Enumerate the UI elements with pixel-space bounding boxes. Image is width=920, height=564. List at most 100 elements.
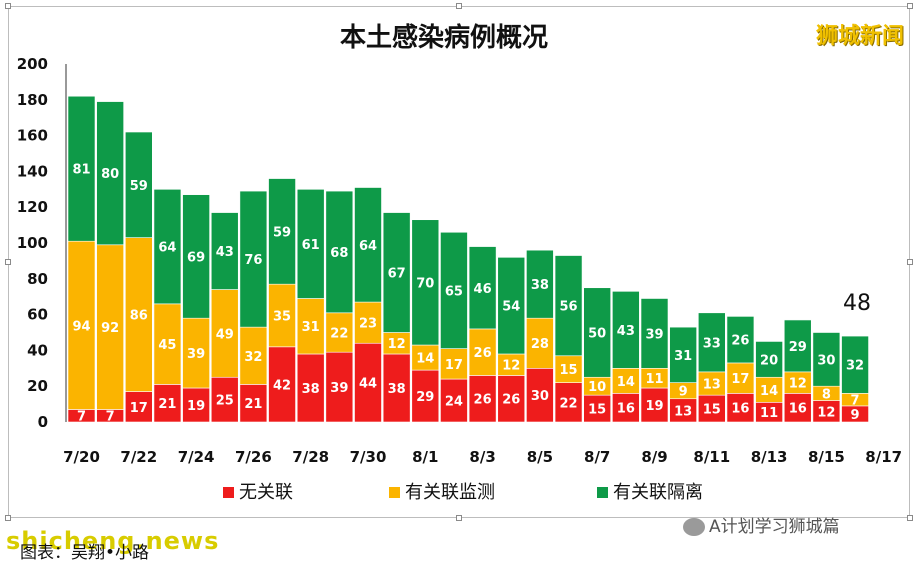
bar-value-label: 7 (851, 394, 860, 409)
resize-handle-top[interactable] (456, 3, 462, 9)
bar-value-label: 33 (703, 336, 721, 351)
bar-segment (783, 319, 812, 373)
bar-value-label: 26 (474, 346, 492, 361)
bar-segment (268, 283, 296, 348)
bar-value-label: 38 (388, 382, 406, 397)
resize-handle-left[interactable] (5, 259, 11, 265)
resize-handle-right[interactable] (907, 259, 913, 265)
bar-value-label: 65 (445, 284, 463, 299)
bar-segment (612, 393, 640, 423)
bar-segment (497, 257, 526, 355)
bar-segment (783, 393, 812, 423)
bar-value-label: 43 (216, 245, 234, 260)
resize-handle-bottom-right[interactable] (907, 515, 913, 521)
bar-segment (726, 316, 755, 364)
bar-segment (210, 289, 239, 378)
resize-handle-bottom-left[interactable] (5, 515, 11, 521)
bar-value-label: 12 (388, 337, 406, 352)
bar-value-label: 22 (330, 327, 348, 342)
bar-segment (125, 237, 153, 392)
bar-value-label: 64 (359, 239, 377, 254)
bar-value-label: 12 (502, 359, 520, 374)
bar-value-label: 69 (187, 250, 205, 265)
bar-value-label: 12 (817, 405, 835, 420)
bar-value-label: 21 (244, 397, 262, 412)
bar-segment (96, 244, 124, 410)
x-tick-label: 8/3 (469, 448, 495, 466)
bar-value-label: 26 (731, 334, 749, 349)
x-tick-label: 8/1 (412, 448, 438, 466)
caption: 图表：吴翔•小路 (20, 543, 150, 563)
bar-value-label: 15 (588, 403, 606, 418)
bar-segment (325, 190, 354, 314)
bar-value-label: 59 (130, 179, 148, 194)
bar-segment (669, 326, 697, 383)
bar-value-label: 29 (416, 390, 434, 405)
bar-segment (239, 190, 268, 328)
bar-value-label: 64 (158, 241, 176, 256)
y-tick-label: 120 (17, 198, 48, 216)
y-tick-label: 40 (27, 341, 48, 359)
bar-value-label: 16 (617, 402, 635, 417)
bar-value-label: 16 (731, 402, 749, 417)
bar-segment (411, 219, 440, 346)
bar-segment (612, 291, 640, 369)
resize-handle-bottom[interactable] (456, 515, 462, 521)
bar-value-label: 67 (388, 267, 406, 282)
bar-value-label: 86 (130, 309, 148, 324)
bar-value-label: 94 (72, 319, 90, 334)
bar-value-label: 9 (679, 385, 688, 400)
bar-segment (296, 298, 325, 355)
bar-value-label: 24 (445, 395, 463, 410)
x-tick-label: 8/11 (693, 448, 730, 466)
bar-segment (411, 344, 440, 371)
bar-segment (526, 317, 554, 369)
bar-value-label: 42 (273, 378, 291, 393)
bar-segment (153, 189, 182, 305)
bar-value-label: 32 (846, 359, 864, 374)
legend-swatch (597, 487, 608, 498)
legend-label: 有关联隔离 (613, 482, 703, 503)
bar-segment (182, 317, 210, 389)
bar-value-label: 11 (760, 406, 778, 421)
bar-value-label: 12 (789, 377, 807, 392)
bar-value-label: 17 (731, 372, 749, 387)
bar-segment (697, 312, 726, 373)
bar-value-label: 46 (474, 282, 492, 297)
bar-segment (640, 298, 669, 369)
legend-label: 无关联 (239, 482, 293, 503)
bar-segment (182, 194, 210, 319)
bar-value-label: 43 (617, 324, 635, 339)
x-tick-label: 7/22 (120, 448, 157, 466)
bar-segment (382, 353, 411, 423)
bar-segment (554, 355, 583, 383)
resize-handle-top-left[interactable] (5, 3, 11, 9)
resize-handle-top-right[interactable] (907, 3, 913, 9)
bar-value-label: 68 (330, 246, 348, 261)
bar-value-label: 21 (158, 397, 176, 412)
bar-segment (67, 95, 96, 242)
bar-value-label: 92 (101, 321, 119, 336)
bar-value-label: 28 (531, 337, 549, 352)
y-tick-label: 160 (17, 127, 48, 145)
bar-value-label: 49 (216, 327, 234, 342)
bar-segment (812, 332, 841, 387)
bar-value-label: 30 (817, 353, 835, 368)
bar-value-label: 10 (588, 380, 606, 395)
x-tick-label: 7/28 (292, 448, 329, 466)
legend-swatch (389, 487, 400, 498)
bar-value-label: 56 (560, 300, 578, 315)
bar-segment (153, 384, 182, 423)
bar-value-label: 14 (617, 375, 635, 390)
bar-segment (268, 178, 296, 285)
y-tick-label: 100 (17, 234, 48, 252)
bar-value-label: 38 (531, 278, 549, 293)
bar-segment (583, 287, 612, 378)
y-tick-label: 140 (17, 162, 48, 180)
bar-segment (296, 353, 325, 423)
bar-value-label: 54 (502, 300, 520, 315)
bar-segment (382, 212, 411, 333)
bar-segment (726, 362, 755, 394)
bar-value-label: 13 (703, 378, 721, 393)
